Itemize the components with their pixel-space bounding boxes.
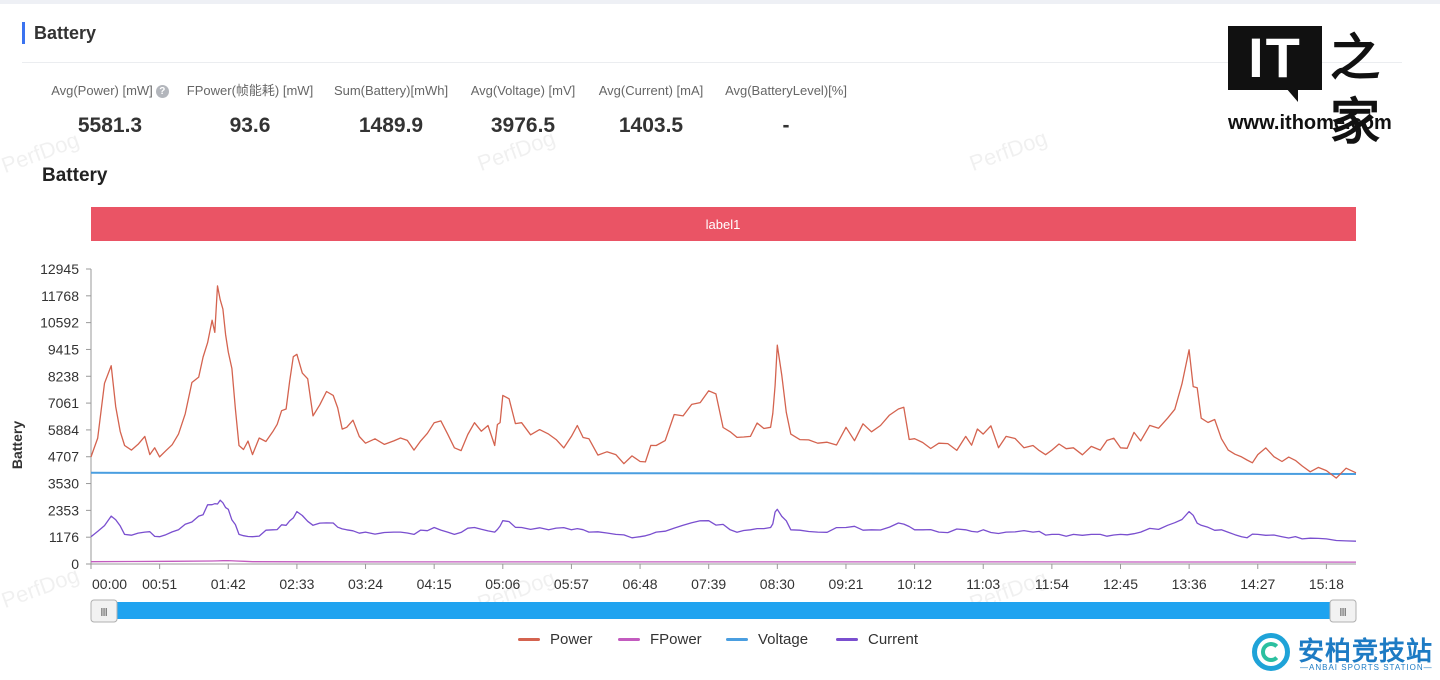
x-tick-label: 08:30: [760, 576, 795, 592]
zoom-handle-left[interactable]: Ⅲ: [90, 599, 118, 623]
series-line-voltage: [90, 471, 1357, 475]
metric-value: 93.6: [229, 114, 271, 137]
x-tick-label: 01:42: [211, 576, 246, 592]
metric-value: 1489.9: [358, 114, 424, 137]
metric-avg-voltage: Avg(Voltage) [mV] 3976.5: [453, 82, 593, 138]
metric-sum-battery: Sum(Battery)[mWh] 1489.9: [321, 82, 461, 138]
legend-label: Voltage: [758, 631, 809, 648]
x-tick-label: 11:03: [966, 576, 1000, 592]
grip-icon: Ⅲ: [1339, 606, 1347, 619]
series-line-current: [90, 499, 1357, 542]
metric-label: Avg(Voltage) [mV]: [470, 83, 576, 98]
legend-item-fpower[interactable]: FPower: [618, 631, 702, 648]
legend-label: Current: [868, 631, 919, 648]
y-tick-label: 11768: [41, 288, 79, 304]
zoom-slider-track[interactable]: [104, 602, 1344, 619]
y-tick-label: 3530: [48, 476, 79, 492]
series-line-power: [90, 285, 1357, 479]
x-tick-label: 11:54: [1035, 576, 1069, 592]
x-tick-label: 00:00: [92, 576, 127, 592]
section-title: Battery: [34, 22, 97, 43]
y-tick-label: 12945: [40, 261, 79, 277]
top-strip: [0, 0, 1440, 4]
metric-avg-power: Avg(Power) [mW] ? 5581.3: [40, 82, 180, 138]
y-tick-label: 10592: [40, 315, 79, 331]
metric-value: 3976.5: [490, 114, 556, 137]
y-axis-label: Battery: [9, 421, 25, 469]
ithome-logo-cn: 之家: [1330, 30, 1380, 150]
header-divider: [22, 62, 1402, 63]
x-tick-label: 12:45: [1103, 576, 1138, 592]
anbai-logo-cn: 安柏竞技站: [1298, 636, 1434, 666]
series-line-fpower: [90, 559, 1357, 563]
y-tick-label: 9415: [48, 341, 79, 357]
metric-value: 1403.5: [618, 114, 684, 137]
legend-item-voltage[interactable]: Voltage: [726, 631, 808, 648]
ithome-url: www.ithome.com: [1228, 112, 1392, 134]
legend-label: FPower: [650, 631, 702, 648]
y-tick-label: 7061: [48, 395, 79, 411]
x-tick-label: 15:18: [1309, 576, 1344, 592]
y-tick-label: 2353: [48, 502, 79, 518]
metric-value: 5581.3: [77, 114, 143, 137]
help-icon[interactable]: ?: [155, 84, 169, 98]
x-tick-label: 05:57: [554, 576, 589, 592]
metric-avg-current: Avg(Current) [mA] 1403.5: [581, 82, 721, 138]
legend-item-current[interactable]: Current: [836, 631, 918, 648]
legend-swatch: [518, 638, 540, 641]
x-tick-label: 02:33: [279, 576, 314, 592]
chart-legend: Power FPower Voltage Current: [0, 631, 1440, 651]
x-tick-label: 05:06: [485, 576, 520, 592]
metric-label: Avg(Power) [mW]: [51, 83, 153, 98]
x-tick-label: 06:48: [623, 576, 658, 592]
y-tick-label: 8238: [48, 368, 79, 384]
metric-avg-battery-level: Avg(BatteryLevel)[%] -: [716, 82, 856, 138]
x-tick-label: 09:21: [828, 576, 863, 592]
zoom-handle-right[interactable]: Ⅲ: [1329, 599, 1357, 623]
metric-label: Avg(BatteryLevel)[%]: [725, 83, 847, 98]
metric-label: Sum(Battery)[mWh]: [333, 83, 449, 98]
y-tick-label: 0: [71, 556, 79, 572]
metric-label: FPower(帧能耗) [mW]: [186, 83, 314, 98]
legend-swatch: [836, 638, 858, 641]
legend-label: Power: [550, 631, 593, 648]
x-tick-label: 10:12: [897, 576, 932, 592]
label-band[interactable]: [91, 207, 1356, 241]
label-band-text: label1: [706, 217, 741, 232]
metric-label: Avg(Current) [mA]: [598, 83, 704, 98]
x-tick-label: 00:51: [142, 576, 177, 592]
metric-fpower: FPower(帧能耗) [mW] 93.6: [180, 82, 320, 138]
anbai-logo: 安柏竞技站 —ANBAI SPORTS STATION—: [1252, 631, 1432, 677]
legend-swatch: [618, 638, 640, 641]
y-tick-label: 4707: [48, 449, 79, 465]
chart-title: Battery: [42, 165, 108, 186]
section-header: Battery: [22, 18, 96, 48]
ithome-logo-it: IT: [1248, 26, 1302, 89]
grip-icon: Ⅲ: [100, 606, 108, 619]
ithome-logo: IT 之家 www.ithome.com: [1228, 26, 1428, 150]
x-tick-label: 04:15: [417, 576, 452, 592]
x-tick-label: 14:27: [1240, 576, 1275, 592]
legend-swatch: [726, 638, 748, 641]
y-tick-label: 5884: [48, 422, 79, 438]
section-accent-bar: [22, 22, 25, 44]
y-tick-label: 1176: [49, 529, 79, 545]
x-tick-label: 03:24: [348, 576, 383, 592]
x-tick-label: 07:39: [691, 576, 726, 592]
anbai-logo-icon: [1252, 633, 1290, 671]
legend-item-power[interactable]: Power: [518, 631, 593, 648]
anbai-logo-en: —ANBAI SPORTS STATION—: [1300, 663, 1433, 672]
metric-value: -: [782, 114, 790, 137]
x-tick-label: 13:36: [1172, 576, 1207, 592]
